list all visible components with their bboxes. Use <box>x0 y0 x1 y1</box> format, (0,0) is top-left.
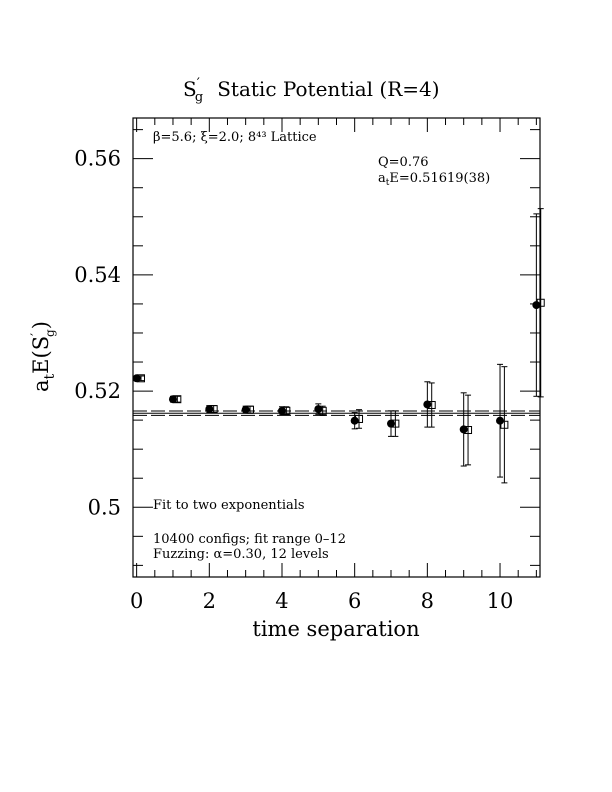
data-point-square <box>391 419 400 428</box>
y-tick-label: 0.54 <box>74 263 121 287</box>
lattice-annotation: β=5.6; ξ=2.0; 8⁴³ Lattice <box>153 130 317 145</box>
fit-annotation: Fit to two exponentials <box>153 498 305 513</box>
q-annotation: Q=0.76 <box>378 155 429 170</box>
configs-annotation: 10400 configs; fit range 0–12 <box>153 532 346 547</box>
tick-labels: 0 2 4 6 8 10 0.5 0.52 0.54 0.56 <box>74 147 513 613</box>
data-marks <box>132 208 545 484</box>
data-point-circle <box>459 425 468 434</box>
data-point-circle <box>532 301 541 310</box>
data-point-circle <box>168 395 177 404</box>
data-point-circle <box>423 400 432 409</box>
chart-title: S′ g Static Potential (R=4) <box>183 76 440 105</box>
data-point-square <box>246 405 255 414</box>
y-tick-label: 0.56 <box>74 147 121 171</box>
data-point-circle <box>350 416 359 425</box>
x-tick-label: 4 <box>275 589 288 613</box>
x-tick-label: 6 <box>348 589 361 613</box>
data-point-square <box>282 406 291 415</box>
data-point-square <box>136 374 145 383</box>
data-point-square <box>355 414 364 423</box>
data-point-square <box>500 420 509 429</box>
data-point-square <box>427 401 436 410</box>
data-point-square <box>318 406 327 415</box>
fit-band <box>133 410 540 416</box>
data-point-square <box>536 298 545 307</box>
data-point-circle <box>387 419 396 428</box>
x-tick-label: 0 <box>130 589 143 613</box>
data-point-circle <box>496 416 505 425</box>
x-tick-label: 8 <box>421 589 434 613</box>
y-axis-label: atE(S′g) <box>29 321 58 392</box>
x-tick-label: 10 <box>487 589 514 613</box>
data-point-square <box>464 426 473 435</box>
x-axis-label: time separation <box>252 617 419 641</box>
axis-ticks <box>133 118 540 577</box>
energy-annotation: atE=0.51619(38) <box>378 171 490 188</box>
y-tick-label: 0.5 <box>88 495 121 519</box>
data-point-circle <box>277 406 286 415</box>
x-tick-label: 2 <box>203 589 216 613</box>
data-point-circle <box>241 405 250 414</box>
data-point-square <box>209 405 218 414</box>
y-tick-label: 0.52 <box>74 379 121 403</box>
data-point-circle <box>205 405 214 414</box>
fuzzing-annotation: Fuzzing: α=0.30, 12 levels <box>153 547 329 562</box>
data-point-square <box>173 395 182 404</box>
